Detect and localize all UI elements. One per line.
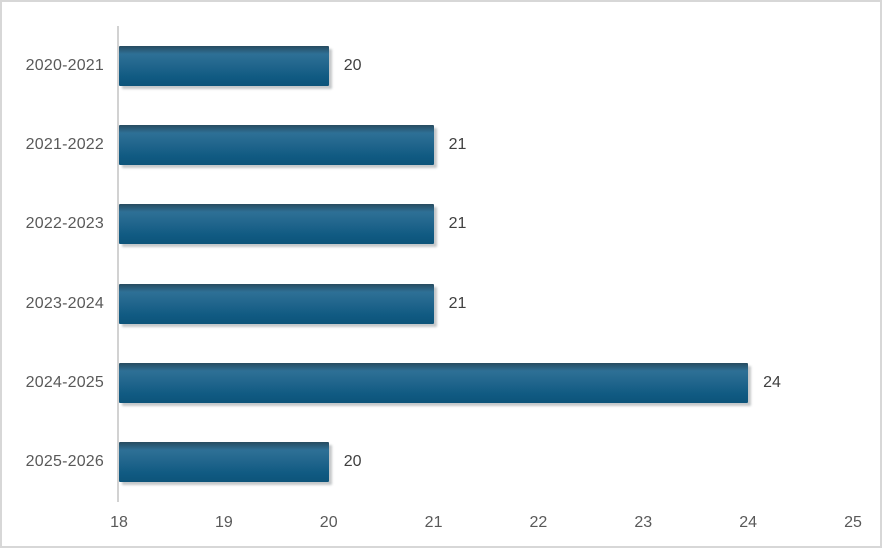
- category-label: 2024-2025: [25, 373, 104, 391]
- x-tick-label: 22: [529, 514, 548, 531]
- category-label: 2022-2023: [25, 215, 104, 233]
- category-label: 2021-2022: [25, 135, 104, 153]
- value-label: 21: [448, 215, 467, 233]
- x-tick-label: 19: [214, 514, 233, 531]
- x-tick-label: 21: [424, 514, 443, 531]
- category-label: 2023-2024: [25, 294, 104, 312]
- value-label: 20: [343, 453, 362, 471]
- x-tick-label: 24: [739, 514, 758, 531]
- bar-row: 2020-2021 20: [26, 26, 853, 105]
- category-label: 2025-2026: [25, 453, 104, 471]
- bar-row: 2021-2022 21: [26, 105, 853, 184]
- bar-row: 2023-2024 21: [26, 264, 853, 343]
- x-tick-label: 20: [319, 514, 338, 531]
- x-tick-label: 23: [634, 514, 653, 531]
- plot-area: 2020-2021 20 2021-2022 21 2022-2023 21 2023-20…: [26, 26, 862, 531]
- x-tick-label: 18: [110, 514, 128, 531]
- bar-2020-2021[interactable]: [119, 45, 329, 86]
- value-label: 21: [448, 294, 467, 312]
- x-tick-label: 25: [844, 514, 862, 531]
- bar-2022-2023[interactable]: [119, 204, 434, 245]
- bar-row: 2024-2025 24: [26, 343, 853, 422]
- bar-row: 2025-2026 20: [26, 423, 853, 502]
- bar-2021-2022[interactable]: [119, 124, 434, 165]
- x-axis: 18 19 20 21 22 23 24 25: [110, 502, 862, 542]
- value-label: 20: [343, 56, 362, 74]
- bar-2024-2025[interactable]: [119, 362, 749, 403]
- bar-2023-2024[interactable]: [119, 283, 434, 324]
- value-label: 21: [448, 135, 467, 153]
- bar-2025-2026[interactable]: [119, 442, 329, 483]
- category-label: 2020-2021: [25, 56, 104, 74]
- value-label: 24: [763, 373, 781, 391]
- bar-row: 2022-2023 21: [26, 185, 853, 264]
